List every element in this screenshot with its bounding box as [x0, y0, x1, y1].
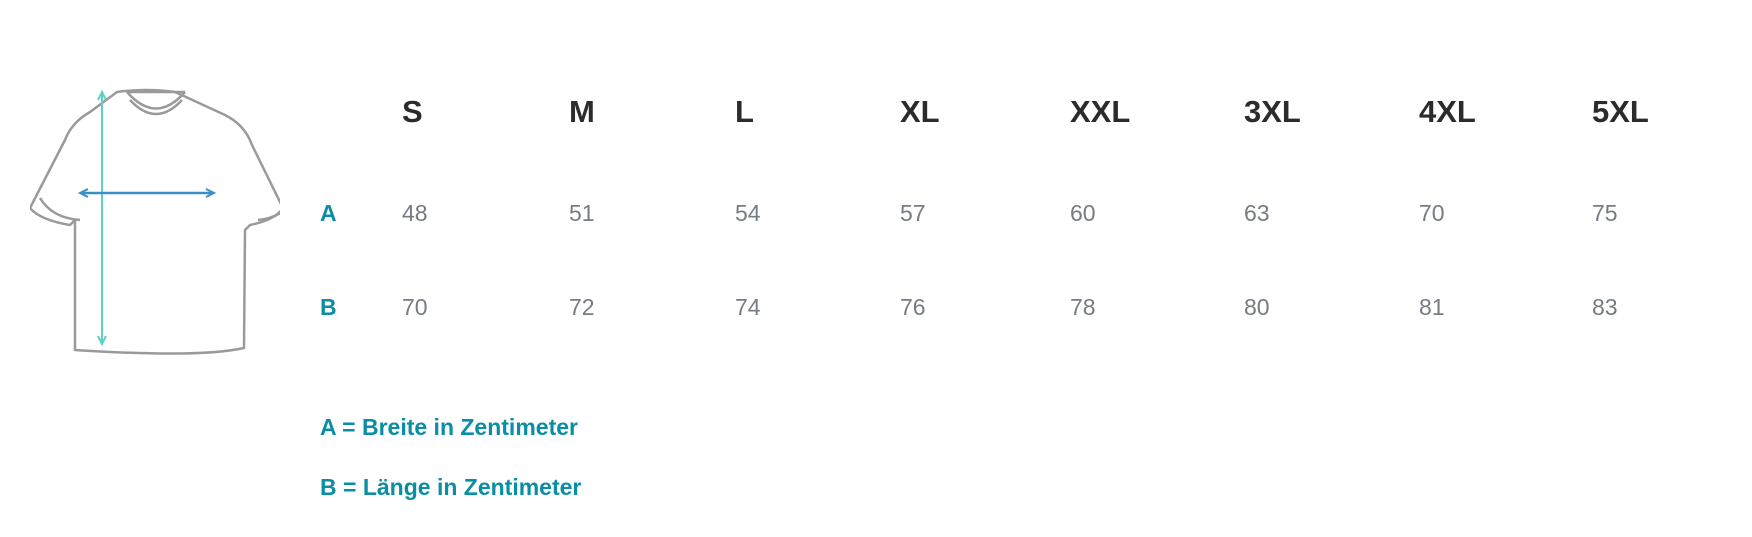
measurement-cell: 74: [735, 294, 761, 320]
measurement-cell: 76: [900, 294, 926, 320]
measurement-cell: 72: [569, 294, 595, 320]
measurement-cell: 78: [1070, 294, 1096, 320]
measurement-cell: 80: [1244, 294, 1270, 320]
legend-b: B = Länge in Zentimeter: [320, 474, 582, 500]
measurement-cell: 83: [1592, 294, 1618, 320]
size-header-s: S: [402, 94, 423, 129]
size-header-5xl: 5XL: [1592, 94, 1649, 129]
tshirt-measurement-icon: [30, 88, 280, 355]
measurement-cell: 51: [569, 200, 595, 226]
legend-a: A = Breite in Zentimeter: [320, 414, 578, 440]
size-header-3xl: 3XL: [1244, 94, 1301, 129]
measurement-cell: 57: [900, 200, 926, 226]
measurement-cell: 70: [402, 294, 428, 320]
size-header-xxl: XXL: [1070, 94, 1131, 129]
measurement-cell: 54: [735, 200, 761, 226]
measurement-cell: 70: [1419, 200, 1445, 226]
measurement-cell: 75: [1592, 200, 1618, 226]
measurement-cell: 63: [1244, 200, 1270, 226]
row-label-a: A: [320, 200, 337, 226]
size-header-l: L: [735, 94, 754, 129]
size-header-4xl: 4XL: [1419, 94, 1476, 129]
size-header-m: M: [569, 94, 595, 129]
measurement-cell: 81: [1419, 294, 1445, 320]
size-header-xl: XL: [900, 94, 940, 129]
measurement-cell: 60: [1070, 200, 1096, 226]
row-label-b: B: [320, 294, 337, 320]
measurement-cell: 48: [402, 200, 428, 226]
